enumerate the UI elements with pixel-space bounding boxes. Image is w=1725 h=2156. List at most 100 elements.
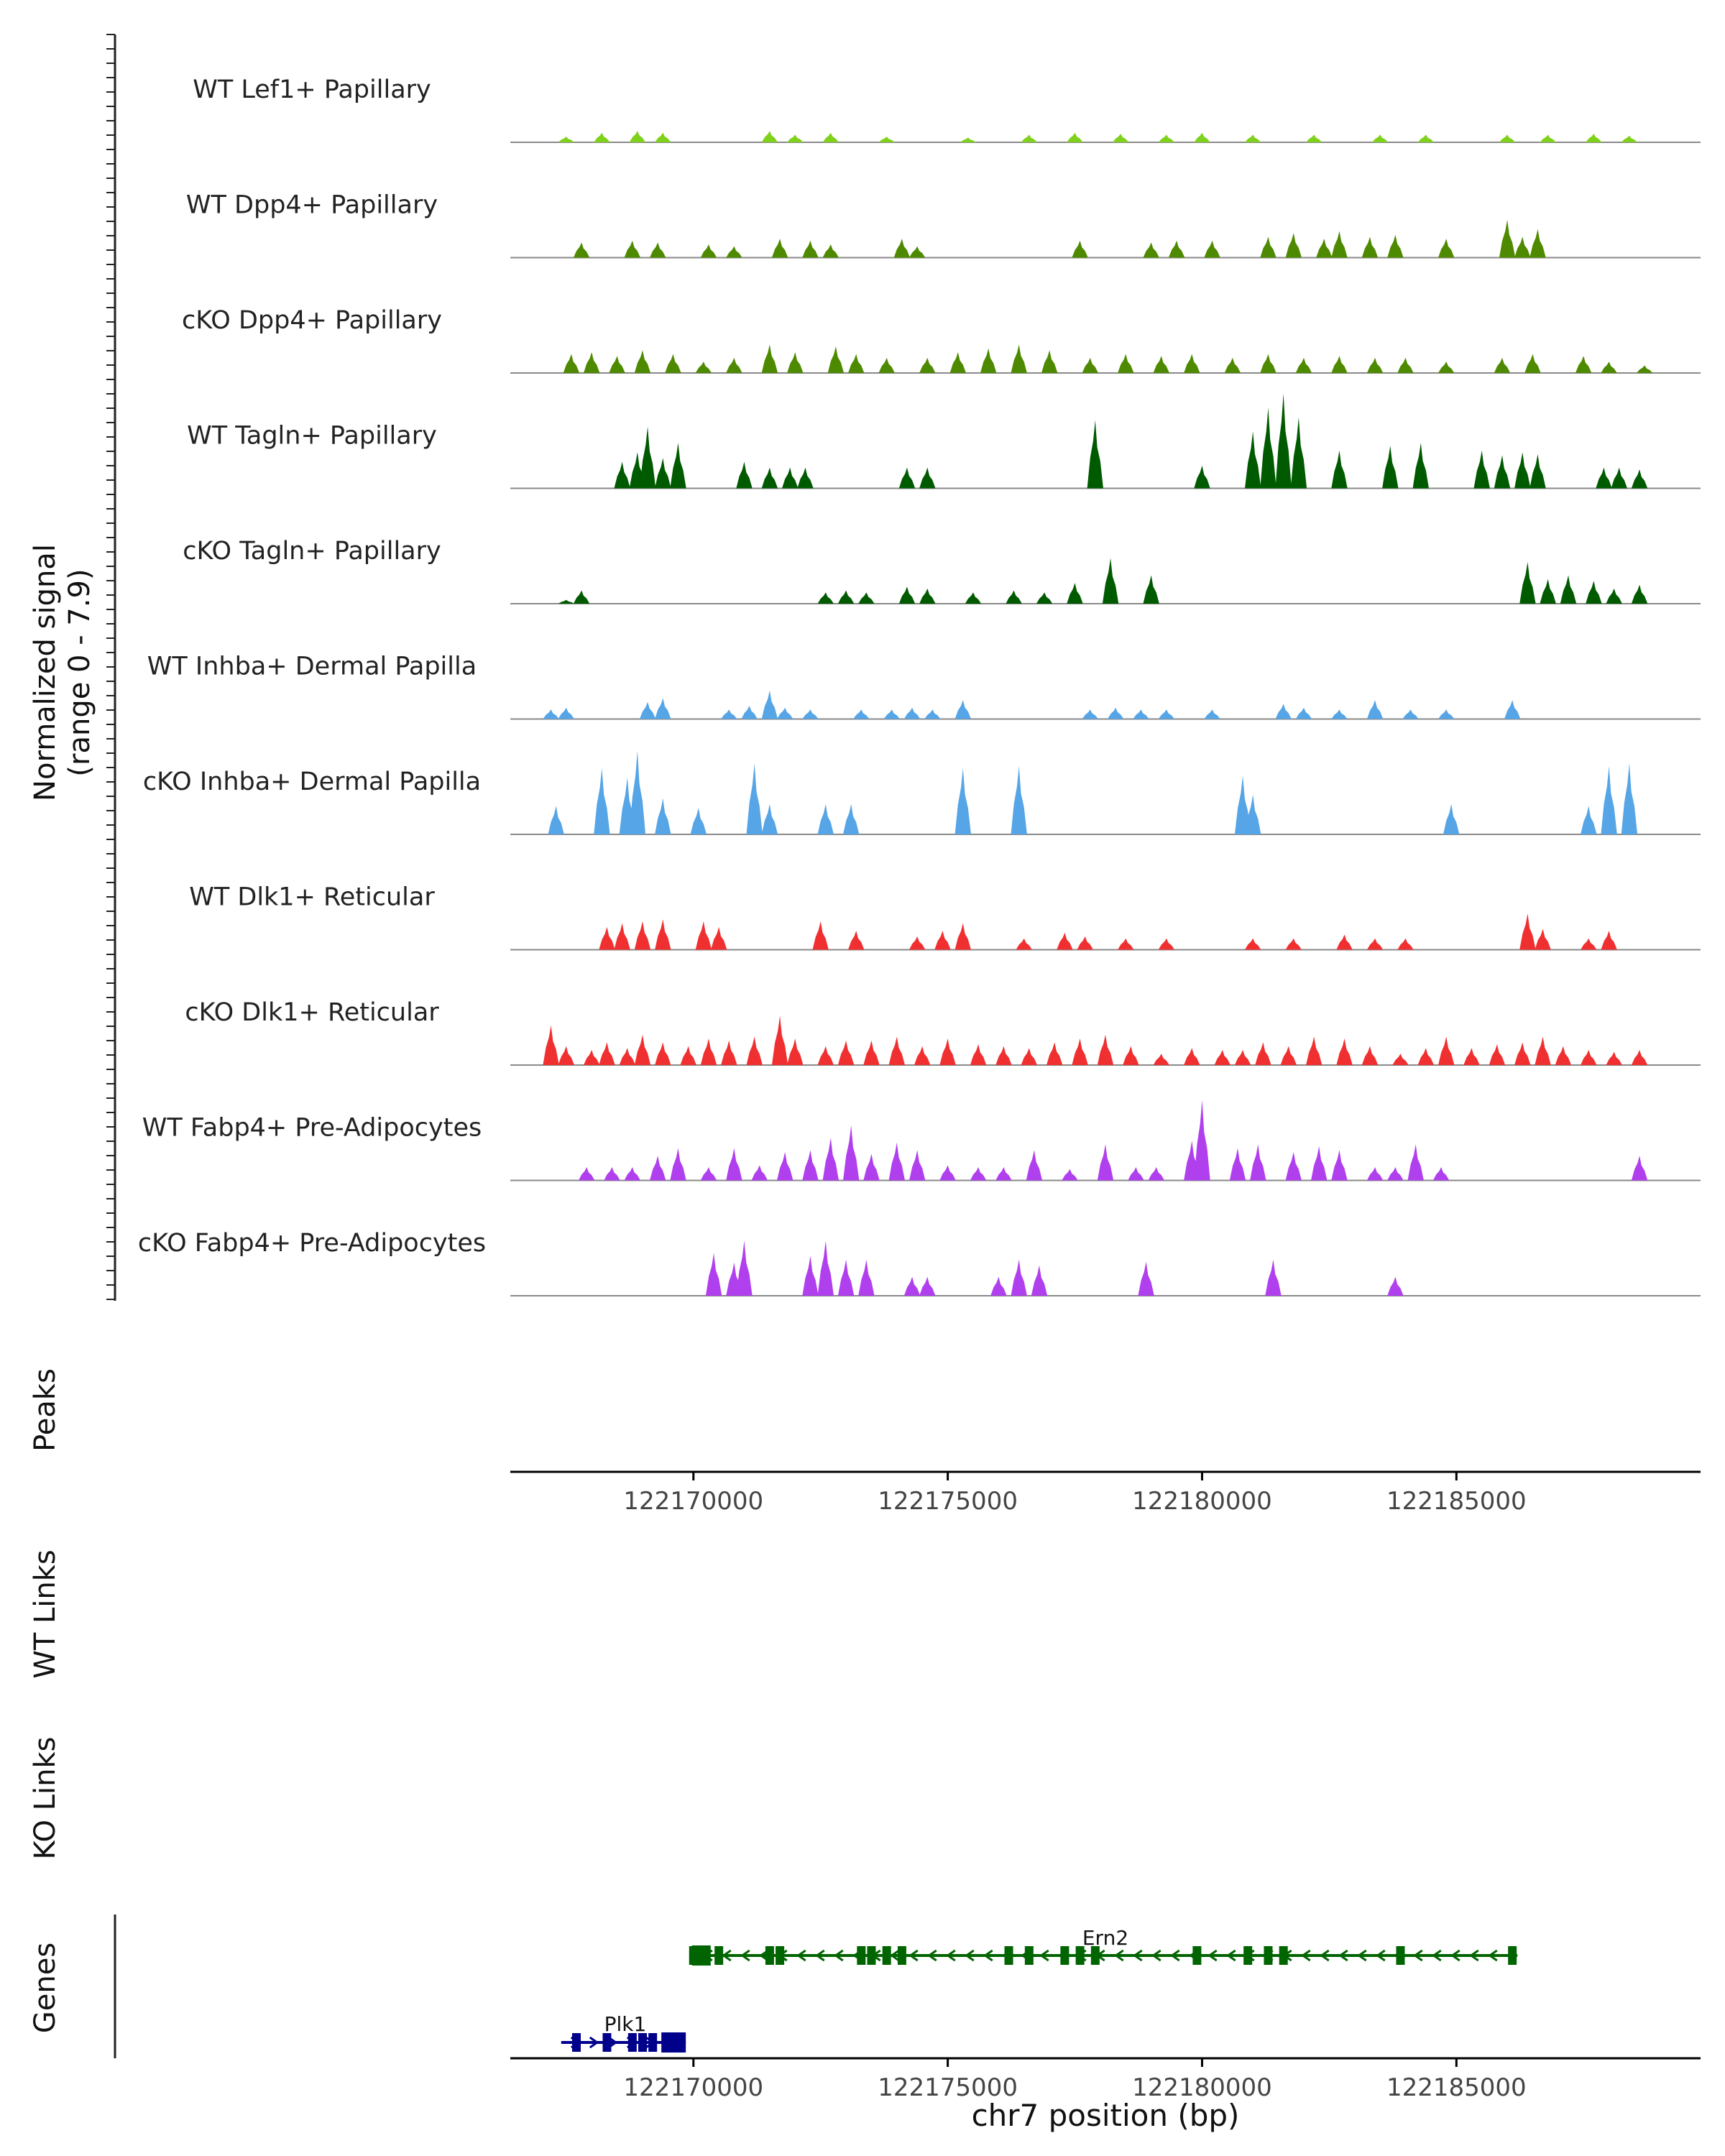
coverage-peak: [903, 1276, 921, 1296]
coverage-peak: [960, 137, 977, 142]
coverage-peak: [1260, 354, 1276, 373]
track-label: WT Fabp4+ Pre-Adipocytes: [142, 1114, 482, 1143]
coverage-track: cKO Tagln+ Papillary: [183, 537, 1701, 604]
coverage-peak: [827, 346, 845, 373]
coverage-peak: [771, 1015, 788, 1065]
x-axis-title: chr7 position (bp): [972, 2098, 1240, 2133]
strand-arrow: [927, 1949, 937, 1962]
coverage-peak: [822, 244, 839, 258]
coverage-peak: [1168, 240, 1185, 258]
ko-links-label: KO Links: [29, 1737, 62, 1860]
coverage-peak: [909, 1150, 926, 1181]
track-label: cKO Dlk1+ Reticular: [185, 998, 439, 1027]
coverage-peak: [1331, 356, 1348, 373]
coverage-peak: [670, 1148, 686, 1181]
coverage-peak: [629, 131, 646, 142]
exon: [1004, 1946, 1013, 1965]
coverage-peak: [1280, 1046, 1297, 1065]
coverage-peak: [1138, 1261, 1154, 1296]
coverage-peak: [1148, 1167, 1164, 1181]
coverage-track: WT Inhba+ Dermal Papilla: [147, 653, 1701, 720]
coverage-peak: [650, 242, 666, 258]
coverage-peak: [1123, 1046, 1139, 1065]
coverage-peak: [1463, 1048, 1480, 1065]
track-label: cKO Inhba+ Dermal Papilla: [143, 768, 481, 796]
coverage-peak: [802, 1150, 819, 1181]
coverage-peak: [1041, 350, 1058, 373]
strand-arrow: [1413, 1949, 1423, 1962]
coverage-peak: [802, 709, 819, 719]
coverage-peak: [1224, 357, 1241, 373]
coverage-peak: [1361, 236, 1379, 258]
coverage-peak: [837, 1040, 855, 1065]
x-tick-label: 122180000: [1132, 2073, 1272, 2102]
coverage-peak: [1473, 450, 1490, 489]
coverage-peak: [1611, 467, 1627, 489]
coverage-peak: [980, 348, 997, 373]
coverage-peak: [909, 246, 926, 258]
coverage-peak: [624, 1167, 640, 1181]
coverage-peak: [1514, 1042, 1531, 1065]
coverage-peak: [655, 798, 671, 834]
exon: [1243, 1946, 1253, 1965]
track-label: WT Lef1+ Papillary: [193, 75, 431, 104]
coverage-peak: [787, 1038, 804, 1065]
coverage-peak: [1072, 240, 1088, 258]
coverage-peak: [1432, 1167, 1450, 1181]
coverage-peak: [949, 352, 966, 373]
coverage-peak: [1260, 407, 1276, 489]
exon: [648, 2033, 658, 2052]
coverage-peak: [1489, 1044, 1506, 1065]
coverage-peak: [822, 1138, 839, 1181]
coverage-peak: [1295, 357, 1312, 373]
coverage-peak: [1158, 709, 1175, 719]
exon: [1060, 1946, 1070, 1965]
x-tick-label: 122170000: [623, 1487, 763, 1516]
coverage-peak: [1275, 393, 1292, 489]
coverage-peak: [1514, 452, 1531, 489]
coverage-peak: [1606, 588, 1622, 604]
coverage-track: WT Fabp4+ Pre-Adipocytes: [142, 1100, 1701, 1181]
coverage-peak: [1143, 242, 1159, 258]
coverage-peak: [970, 1167, 987, 1181]
coverage-peak: [1606, 1051, 1622, 1065]
coverage-track: WT Dlk1+ Reticular: [189, 883, 1701, 951]
coverage-peak: [1285, 233, 1302, 258]
coverage-peak: [883, 709, 900, 719]
coverage-peak: [909, 936, 926, 950]
coverage-peak: [1011, 344, 1027, 373]
coverage-peak: [1499, 219, 1516, 258]
coverage-peak: [1581, 938, 1597, 950]
coverage-peak: [1113, 134, 1129, 142]
coverage-peak: [863, 1040, 880, 1065]
coverage-peak: [1245, 431, 1261, 489]
coverage-peak: [609, 356, 625, 373]
coverage-peak: [761, 344, 778, 373]
coverage-peak: [1158, 938, 1175, 950]
coverage-peak: [1128, 1167, 1144, 1181]
coverage-peak: [1311, 1146, 1328, 1181]
coverage-peak: [650, 1156, 666, 1181]
coverage-peak: [1290, 417, 1307, 489]
x-tick-label: 122170000: [623, 2073, 763, 2102]
coverage-peak: [777, 707, 794, 719]
coverage-peak: [1316, 239, 1333, 258]
coverage-peak: [1250, 1144, 1266, 1181]
coverage-peak: [1118, 938, 1134, 950]
exon: [1264, 1946, 1273, 1965]
coverage-peak: [655, 1042, 671, 1065]
coverage-peak: [1102, 558, 1119, 604]
coverage-peak: [665, 354, 681, 373]
coverage-peak: [1387, 1276, 1404, 1296]
exon: [572, 2033, 581, 2052]
coverage-peak: [655, 458, 671, 489]
strand-arrow: [890, 1949, 900, 1962]
wt-links-label: WT Links: [29, 1549, 62, 1678]
coverage-peak: [1194, 132, 1210, 142]
strand-arrow: [722, 1949, 732, 1962]
coverage-track: WT Tagln+ Papillary: [187, 393, 1701, 489]
coverage-peak: [1331, 1150, 1348, 1181]
coverage-peak: [1245, 794, 1261, 834]
coverage-peak: [1438, 709, 1455, 719]
